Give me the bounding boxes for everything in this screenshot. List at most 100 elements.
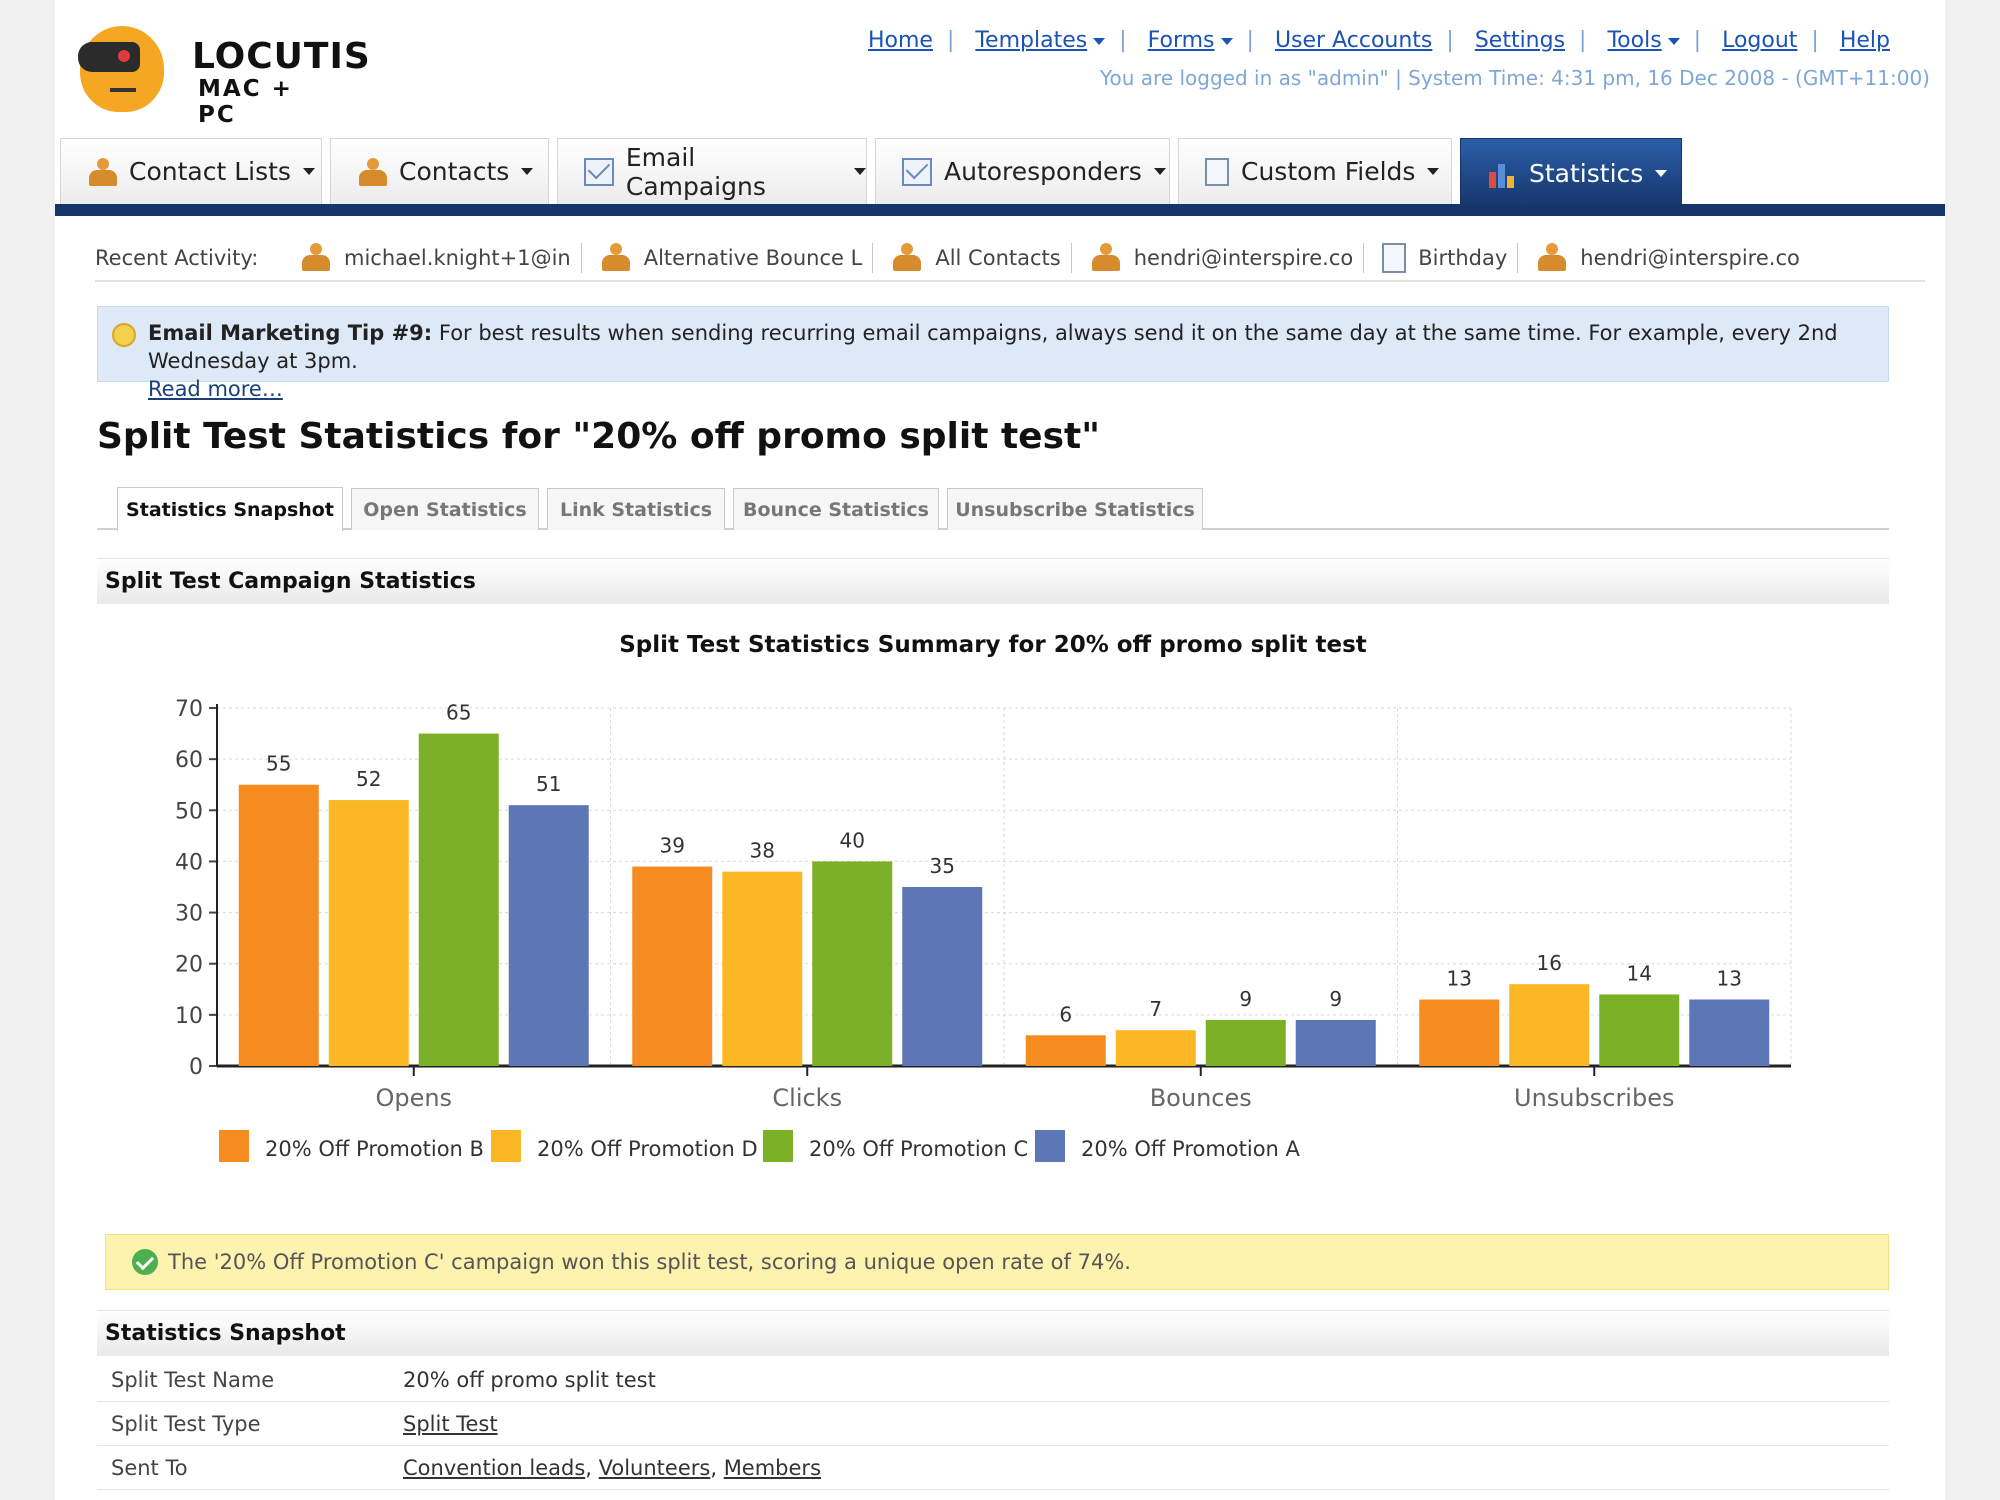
bar	[508, 805, 589, 1066]
bar	[1295, 1019, 1376, 1066]
tip-title: Email Marketing Tip #9:	[148, 321, 433, 345]
legend-swatch	[763, 1130, 793, 1162]
recent-item[interactable]: hendri@interspire.co	[1526, 243, 1810, 273]
statistics-icon	[1487, 160, 1517, 188]
chevron-down-icon	[1655, 170, 1668, 177]
recent-item[interactable]: All Contacts	[881, 243, 1072, 273]
recent-item[interactable]: hendri@interspire.co	[1080, 243, 1365, 273]
y-tick-label: 30	[175, 902, 203, 927]
bar-value-label: 16	[1537, 951, 1562, 975]
row-label: Sent To	[111, 1455, 188, 1480]
logo-brand: LOCUTIS	[192, 36, 371, 77]
legend-swatch	[219, 1130, 249, 1162]
recent-activity: Recent Activity: michael.knight+1@in Alt…	[95, 236, 1925, 282]
bar	[632, 866, 713, 1066]
nav-settings[interactable]: Settings	[1474, 28, 1566, 53]
list-link-convention-leads[interactable]: Convention leads	[403, 1455, 586, 1480]
snapshot-table: Split Test Name 20% off promo split test…	[97, 1358, 1889, 1490]
bar-value-label: 13	[1717, 967, 1742, 991]
list-link-members[interactable]: Members	[723, 1455, 822, 1480]
tab-contact-lists[interactable]: Contact Lists	[60, 138, 322, 204]
main-tabs-bar	[55, 204, 1945, 216]
tab-statistics-snapshot[interactable]: Statistics Snapshot	[117, 487, 343, 531]
tab-bounce-statistics[interactable]: Bounce Statistics	[733, 488, 939, 530]
recent-item[interactable]: Alternative Bounce L	[590, 243, 874, 273]
chart-title: Split Test Statistics Summary for 20% of…	[619, 632, 1367, 658]
tab-statistics[interactable]: Statistics	[1460, 138, 1682, 208]
legend-swatch	[1035, 1130, 1065, 1162]
bar-value-label: 9	[1239, 987, 1252, 1011]
chevron-down-icon	[1220, 37, 1233, 45]
row-value: 20% off promo split test	[403, 1367, 656, 1392]
bar	[1599, 994, 1680, 1066]
bar-value-label: 6	[1059, 1002, 1072, 1026]
split-test-chart: Split Test Statistics Summary for 20% of…	[97, 612, 1889, 1192]
tab-email-campaigns[interactable]: Email Campaigns	[557, 138, 867, 204]
legend-swatch	[491, 1130, 521, 1162]
tab-open-statistics[interactable]: Open Statistics	[351, 488, 539, 530]
bar	[902, 887, 983, 1066]
nav-tools[interactable]: Tools	[1607, 28, 1680, 53]
tab-unsubscribe-statistics[interactable]: Unsubscribe Statistics	[947, 488, 1203, 530]
recent-item[interactable]: Birthday	[1372, 243, 1519, 273]
bar-value-label: 40	[840, 828, 865, 852]
x-tick-label: Clicks	[772, 1084, 842, 1112]
bar-value-label: 14	[1627, 961, 1652, 985]
legend-label: 20% Off Promotion D	[537, 1137, 758, 1161]
bar	[1025, 1035, 1106, 1066]
logo-tagline: MAC + PC	[198, 76, 293, 128]
y-tick-label: 60	[175, 748, 203, 773]
tab-custom-fields[interactable]: Custom Fields	[1178, 138, 1452, 204]
bar-value-label: 39	[660, 834, 685, 858]
statistics-subtabs: Statistics Snapshot Open Statistics Link…	[97, 486, 1889, 531]
nav-forms[interactable]: Forms	[1148, 28, 1233, 53]
section-header-statistics-snapshot: Statistics Snapshot	[97, 1310, 1889, 1356]
recent-item[interactable]: michael.knight+1@in	[290, 243, 582, 273]
nav-logout[interactable]: Logout	[1722, 28, 1798, 53]
bar-value-label: 55	[266, 752, 291, 776]
contact-list-icon	[87, 157, 117, 186]
recent-activity-label: Recent Activity:	[95, 246, 259, 270]
nav-help[interactable]: Help	[1839, 28, 1890, 53]
chart-svg: 0 10 20 30 40 50 60 70 55 52 65 51 Opens 39 38 40 35 Clic…	[175, 697, 1792, 1162]
chevron-down-icon	[1153, 168, 1166, 175]
tab-contacts[interactable]: Contacts	[330, 138, 549, 204]
bar	[328, 800, 409, 1066]
page-title: Split Test Statistics for "20% off promo…	[97, 416, 1100, 457]
person-icon	[1536, 243, 1568, 273]
nav-home[interactable]: Home	[867, 28, 933, 53]
tip-read-more-link[interactable]: Read more…	[148, 377, 283, 401]
tip-text: For best results when sending recurring …	[148, 321, 1838, 373]
tab-autoresponders[interactable]: Autoresponders	[875, 138, 1170, 204]
document-icon	[1382, 243, 1407, 273]
chevron-down-icon	[521, 168, 534, 175]
legend-label: 20% Off Promotion C	[809, 1137, 1028, 1161]
y-tick-label: 0	[189, 1055, 203, 1080]
bar-value-label: 7	[1149, 997, 1162, 1021]
split-test-type-link[interactable]: Split Test	[403, 1411, 498, 1436]
check-icon	[132, 1249, 158, 1275]
bar	[1115, 1030, 1196, 1066]
chevron-down-icon	[302, 168, 315, 175]
chevron-down-icon	[1667, 37, 1680, 45]
nav-user-accounts[interactable]: User Accounts	[1274, 28, 1433, 53]
winner-message-text: The '20% Off Promotion C' campaign won t…	[168, 1250, 1131, 1274]
tab-link-statistics[interactable]: Link Statistics	[547, 488, 725, 530]
autoresponder-icon	[902, 157, 932, 186]
person-icon	[300, 243, 332, 273]
bar	[418, 733, 499, 1066]
section-header-campaign-statistics: Split Test Campaign Statistics	[97, 558, 1889, 604]
custom-fields-icon	[1205, 157, 1229, 186]
table-row: Sent To Convention leads, Volunteers, Me…	[97, 1446, 1889, 1490]
email-marketing-tip: Email Marketing Tip #9: For best results…	[97, 306, 1889, 401]
list-link-volunteers[interactable]: Volunteers	[598, 1455, 711, 1480]
legend-label: 20% Off Promotion A	[1081, 1137, 1301, 1161]
bar	[722, 871, 803, 1066]
y-tick-label: 10	[175, 1004, 203, 1029]
x-tick-label: Bounces	[1150, 1084, 1252, 1112]
logo[interactable]: LOCUTIS MAC + PC	[78, 26, 370, 128]
nav-templates[interactable]: Templates	[975, 28, 1106, 53]
bar-value-label: 13	[1447, 967, 1472, 991]
login-info: You are logged in as "admin" | System Ti…	[1099, 66, 1930, 90]
contact-list-icon	[891, 243, 923, 273]
